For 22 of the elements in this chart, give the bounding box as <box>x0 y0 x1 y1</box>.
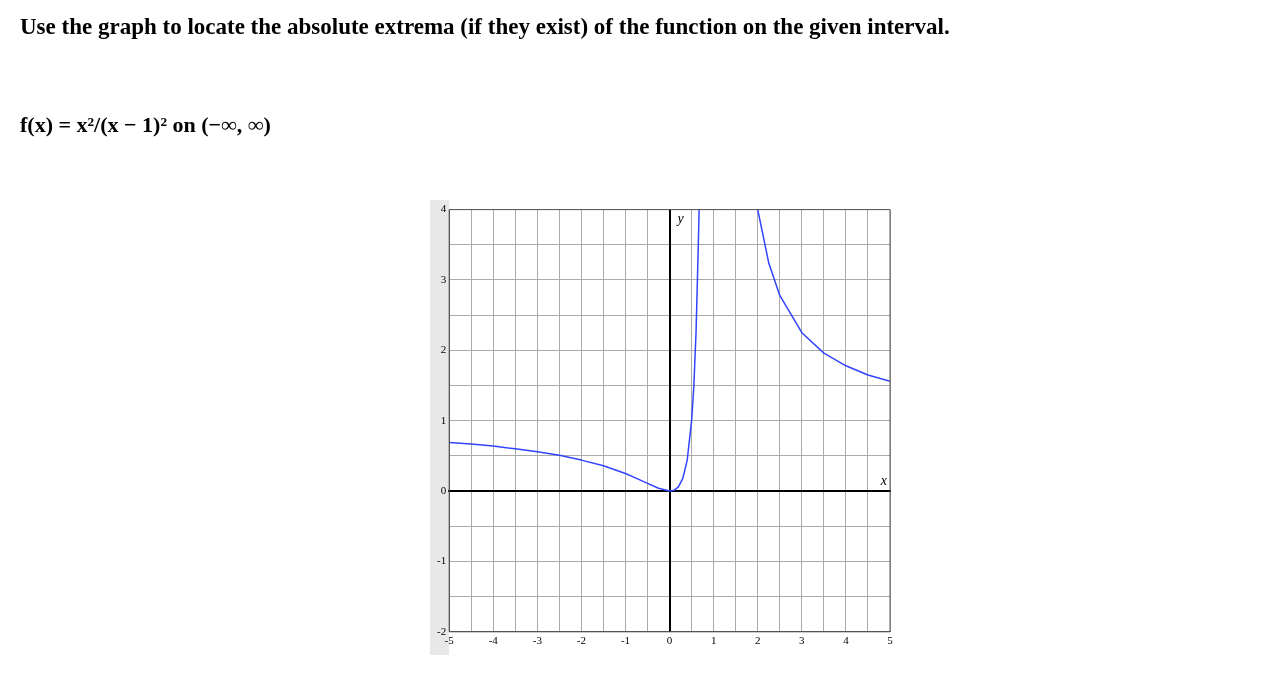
x-tick-label: 5 <box>887 634 894 647</box>
x-tick-label: 0 <box>666 634 673 647</box>
y-tick-label: 0 <box>440 483 447 496</box>
y-tick-label: 1 <box>440 413 447 426</box>
x-tick-label: 4 <box>843 634 850 647</box>
x-tick-label: -4 <box>488 634 499 647</box>
x-tick-label: -3 <box>532 634 543 647</box>
x-tick-label: 3 <box>799 634 806 647</box>
y-tick-label: -2 <box>436 624 447 637</box>
annotation: x <box>879 472 888 488</box>
y-tick-label: 4 <box>440 202 447 215</box>
chart-title: Use the graph to locate the absolute extrema (if they exist) of the function on the given interval. <box>20 14 950 40</box>
x-tick-label: -5 <box>444 634 455 647</box>
y-tick-label: -1 <box>436 554 447 567</box>
x-tick-label: -2 <box>576 634 586 647</box>
x-tick-label: 1 <box>710 634 717 647</box>
annotation: y <box>675 211 685 227</box>
x-tick-label: 2 <box>755 634 761 647</box>
text: f(x) = x²/(x − 1)² on (−∞, ∞) <box>20 112 271 138</box>
x-tick-label: -1 <box>620 634 631 647</box>
y-tick-label: 2 <box>440 343 447 356</box>
y-tick-label: 3 <box>440 272 447 285</box>
